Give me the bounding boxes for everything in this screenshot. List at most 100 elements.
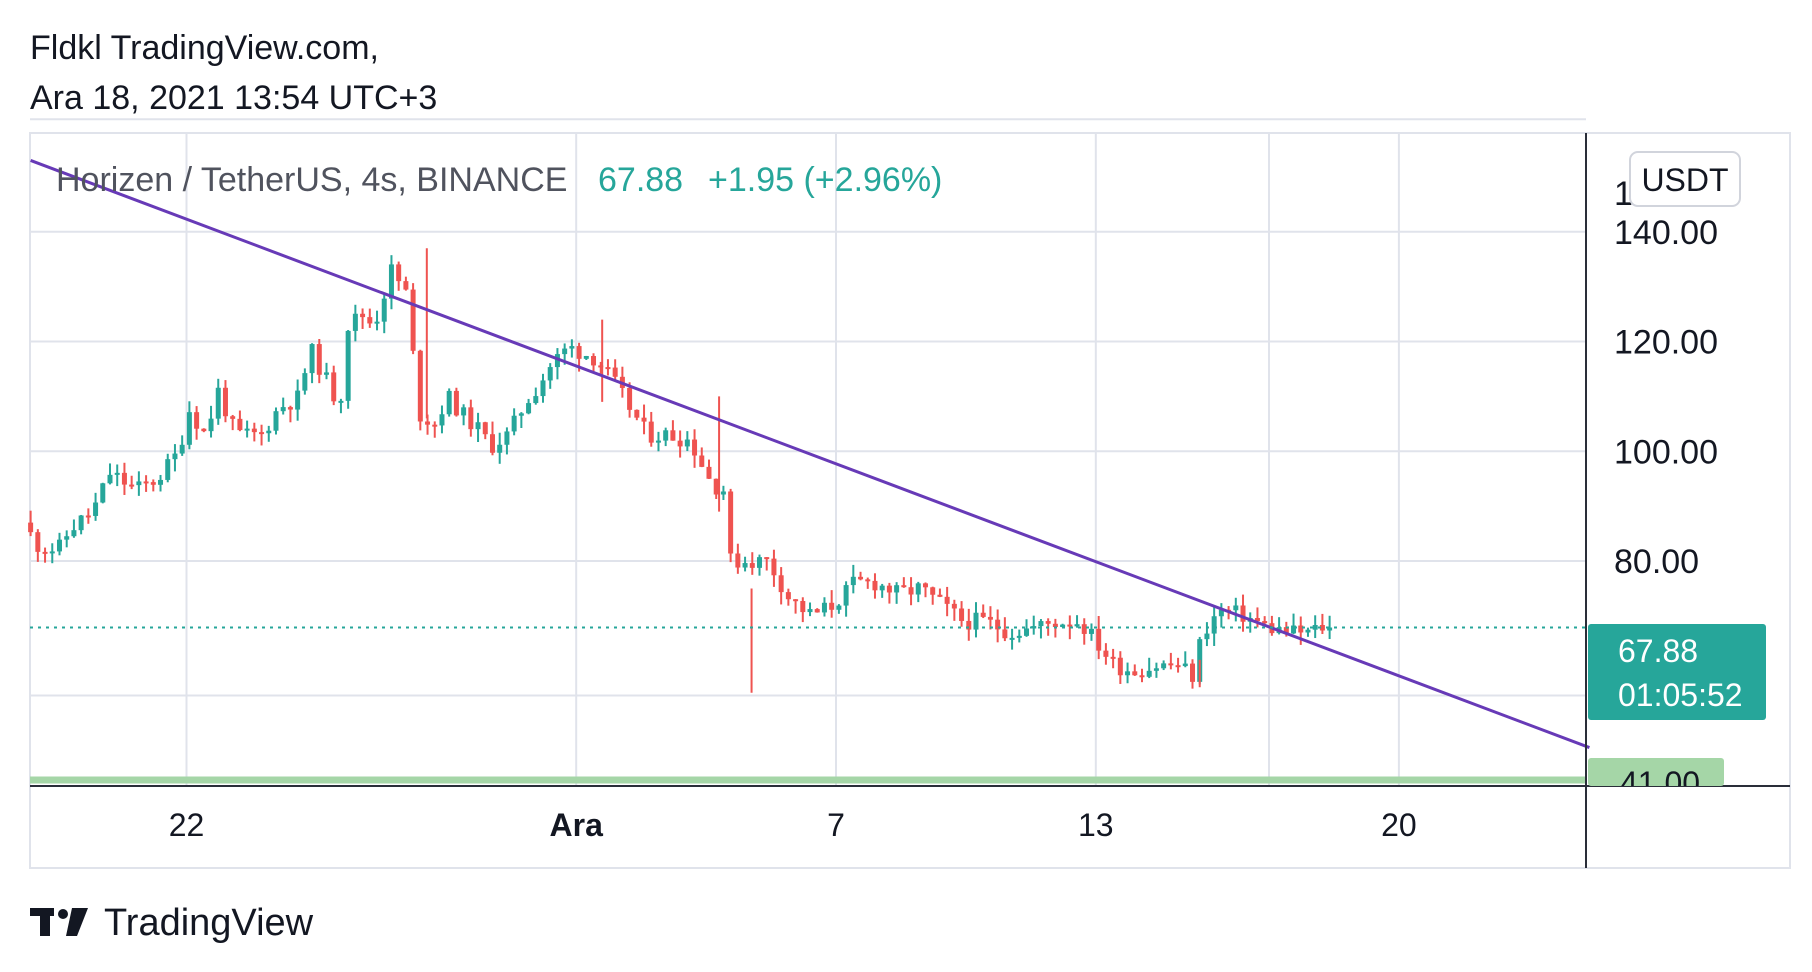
candle-body: [829, 602, 835, 610]
candle-body: [757, 557, 763, 568]
candle-body: [540, 380, 546, 397]
candle-body: [482, 422, 488, 435]
candle-body: [533, 396, 539, 404]
chart-header-timestamp: Ara 18, 2021 13:54 UTC+3: [30, 79, 438, 117]
time-axis[interactable]: 22 Ara 7 13 20: [169, 807, 1417, 843]
candle-body: [959, 608, 965, 621]
price-tick-label: 140.00: [1614, 214, 1718, 252]
candle-body: [259, 432, 265, 435]
candle-body: [785, 592, 791, 600]
candle-body: [1060, 624, 1066, 628]
currency-badge-label: USDT: [1641, 162, 1728, 198]
candle-body: [937, 594, 943, 597]
candle-body: [879, 585, 885, 591]
candle-body: [1298, 625, 1304, 633]
candle-body: [547, 367, 553, 381]
time-tick-label: 13: [1078, 807, 1114, 843]
candle-body: [172, 453, 178, 460]
candle-body: [208, 418, 214, 432]
candle-body: [345, 330, 351, 401]
candle-body: [605, 367, 611, 370]
candle-body: [85, 515, 91, 518]
candle-body: [475, 422, 481, 430]
candle-body: [598, 365, 604, 368]
candle-body: [1074, 624, 1080, 627]
candles-layer: [28, 248, 1333, 693]
price-axis[interactable]: 140.00 120.00 100.00 80.00: [1614, 214, 1718, 581]
candle-body: [886, 585, 892, 593]
candle-body: [215, 387, 221, 419]
candle-body: [381, 298, 387, 322]
candle-body: [93, 502, 99, 516]
candle-body: [1016, 635, 1022, 638]
candle-body: [713, 478, 719, 495]
candle-body: [526, 403, 532, 414]
candle-body: [648, 421, 654, 443]
candle-body: [764, 557, 770, 560]
candle-body: [1283, 627, 1289, 634]
last-price-tag: 67.88 01:05:52: [1588, 624, 1766, 720]
candle-body: [295, 390, 301, 410]
candle-body: [489, 434, 495, 453]
candle-body: [338, 400, 344, 403]
candle-body: [179, 444, 185, 454]
legend-change: +1.95 (+2.96%): [708, 161, 942, 199]
candle-body: [1190, 663, 1196, 682]
candle-body: [107, 474, 113, 484]
price-tick-label: 80.00: [1614, 543, 1699, 581]
candle-body: [1052, 623, 1058, 628]
candle-body: [446, 390, 452, 415]
candle-body: [1262, 621, 1268, 624]
candle-body: [1067, 624, 1073, 627]
candle-body: [973, 612, 979, 630]
candle-body: [302, 373, 308, 391]
candle-body: [908, 587, 914, 595]
candle-body: [266, 430, 272, 434]
footer-branding[interactable]: TradingView: [30, 898, 313, 948]
candle-body: [858, 576, 864, 580]
candle-body: [432, 424, 438, 427]
legend-price: 67.88: [598, 161, 683, 199]
candle-body: [1132, 671, 1138, 676]
candle-body: [136, 481, 142, 486]
candle-body: [28, 522, 34, 533]
candle-body: [121, 472, 127, 485]
candle-body: [360, 313, 366, 318]
trendline[interactable]: [30, 159, 1590, 749]
candle-body: [1002, 629, 1008, 639]
tradingview-logo-icon: [30, 908, 88, 936]
candle-body: [1175, 665, 1181, 668]
candle-body: [569, 346, 575, 349]
candle-body: [807, 609, 813, 613]
candle-body: [244, 428, 250, 431]
chart-header-title: Fldkl TradingView.com,: [30, 29, 379, 67]
candle-body: [324, 372, 330, 375]
candle-body: [504, 431, 510, 445]
candle-body: [222, 387, 228, 417]
candle-body: [352, 313, 358, 331]
grid-layer: [30, 118, 1586, 786]
candle-body: [1088, 628, 1094, 634]
candle-body: [49, 551, 55, 554]
candle-body: [1045, 621, 1051, 624]
candle-body: [1305, 629, 1311, 633]
candle-body: [677, 440, 683, 447]
candle-body: [554, 354, 560, 368]
candle-body: [1103, 650, 1109, 657]
candle-body: [612, 367, 618, 377]
candle-body: [966, 620, 972, 630]
candle-body: [1153, 668, 1159, 671]
candle-body: [663, 430, 669, 441]
candle-body: [706, 466, 712, 479]
candle-body: [194, 412, 200, 429]
candle-body: [1161, 663, 1167, 669]
candle-body: [728, 491, 734, 554]
candle-body: [843, 585, 849, 606]
currency-badge[interactable]: USDT: [1629, 151, 1741, 207]
candle-body: [388, 264, 394, 299]
candle-body: [439, 414, 445, 426]
candle-body: [915, 583, 921, 595]
candle-body: [143, 481, 149, 484]
candle-body: [1110, 656, 1116, 659]
